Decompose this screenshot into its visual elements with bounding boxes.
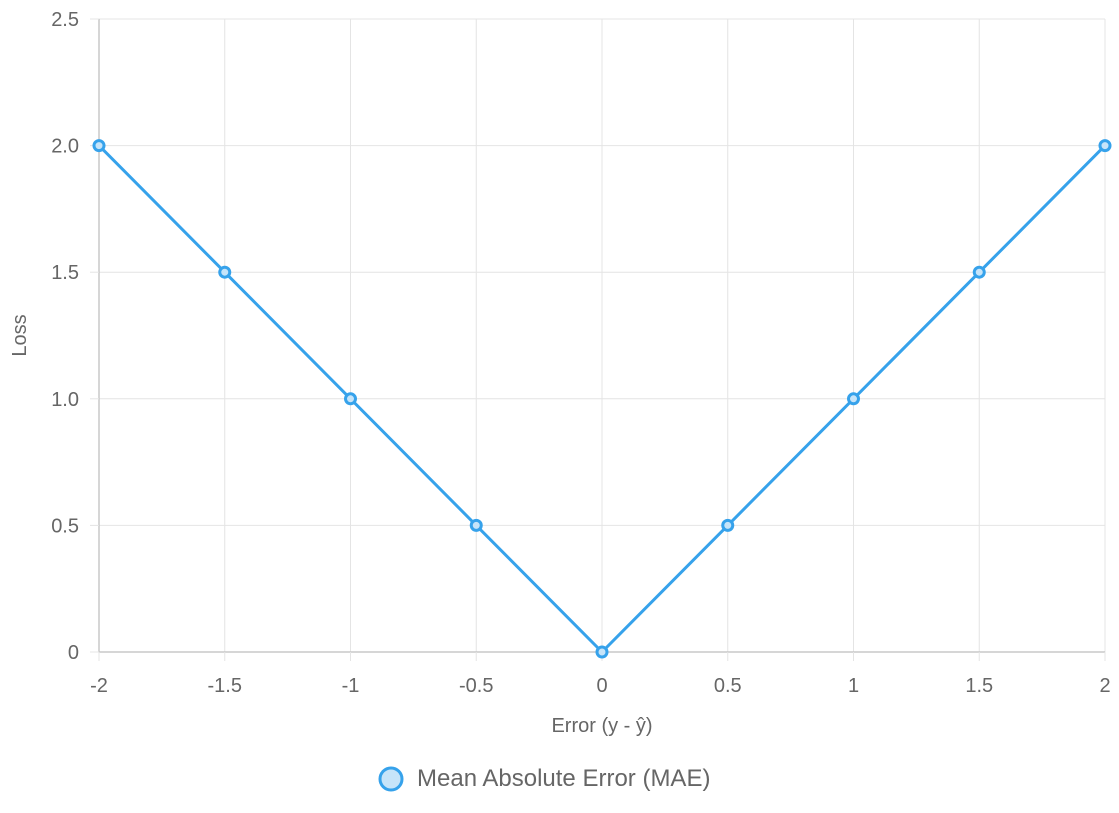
- data-point: [721, 518, 735, 532]
- series: [92, 139, 1112, 659]
- y-tick-label: 0.5: [51, 515, 79, 537]
- x-tick-label: -2: [90, 675, 108, 697]
- grid: [98, 18, 1106, 653]
- data-point: [469, 518, 483, 532]
- data-point: [92, 139, 106, 153]
- y-axis-ticks: 0 0.5 1.0 1.5 2.0 2.5: [51, 9, 99, 664]
- data-point: [218, 265, 232, 279]
- y-tick-label: 1.5: [51, 262, 79, 284]
- x-tick-label: 2: [1099, 675, 1110, 697]
- data-point: [972, 265, 986, 279]
- x-axis-title: Error (y - ŷ): [551, 715, 652, 737]
- data-point: [1098, 139, 1112, 153]
- x-tick-label: 0: [596, 675, 607, 697]
- x-tick-label: -1: [342, 675, 360, 697]
- legend-label[interactable]: Mean Absolute Error (MAE): [417, 765, 710, 792]
- legend[interactable]: Mean Absolute Error (MAE): [378, 765, 710, 792]
- legend-marker[interactable]: [378, 766, 404, 792]
- data-point: [847, 392, 860, 406]
- data-point: [344, 392, 357, 406]
- y-tick-label: 0: [68, 642, 79, 664]
- y-axis-title: Loss: [9, 314, 31, 356]
- x-axis-ticks: -2 -1.5 -1 -0.5 0 0.5 1 1.5 2: [90, 652, 1111, 697]
- data-point: [595, 645, 609, 659]
- x-tick-label: -1.5: [208, 675, 242, 697]
- x-tick-label: 1.5: [965, 675, 993, 697]
- y-tick-label: 2.0: [51, 136, 79, 158]
- y-tick-label: 2.5: [51, 9, 79, 31]
- x-tick-label: 0.5: [714, 675, 742, 697]
- y-tick-label: 1.0: [51, 389, 79, 411]
- x-tick-label: 1: [848, 675, 859, 697]
- x-tick-label: -0.5: [459, 675, 493, 697]
